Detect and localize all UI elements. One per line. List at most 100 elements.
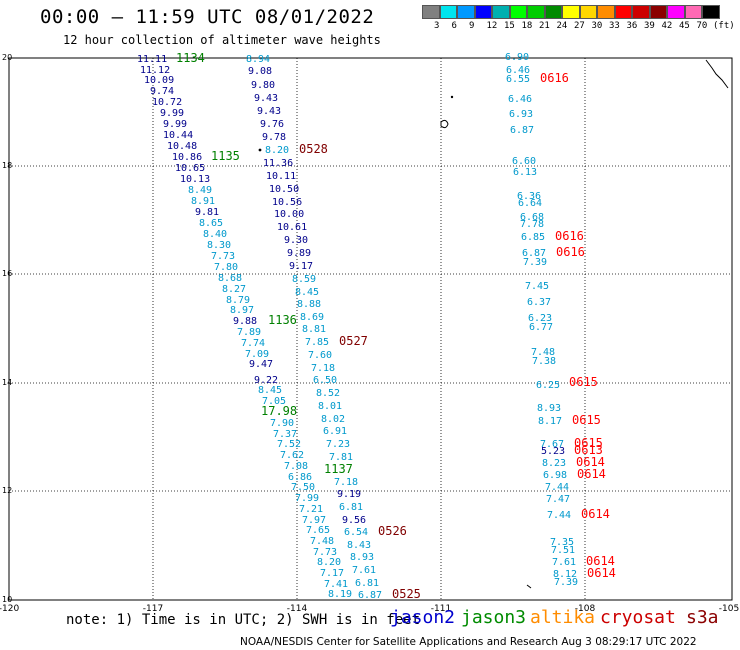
wave-height-label: 11.12 — [140, 65, 170, 76]
color-scale-label: 70 — [696, 21, 708, 31]
color-scale-label: 18 — [521, 21, 533, 31]
pass-time-label: 1134 — [176, 51, 205, 65]
wave-height-label: 9.78 — [262, 132, 286, 143]
map-title: 00:00 – 11:59 UTC 08/01/2022 — [40, 6, 375, 28]
color-scale-swatch — [579, 5, 597, 19]
color-scale-swatch — [562, 5, 580, 19]
wave-height-label: 8.20 — [317, 557, 341, 568]
color-scale-units: (ft) — [713, 21, 735, 31]
pass-time-label: 0616 — [555, 229, 584, 243]
wave-height-label: 7.48 — [531, 347, 555, 358]
map-frame — [8, 57, 733, 601]
wave-height-label: 10.56 — [272, 197, 302, 208]
wave-height-label: 6.77 — [529, 322, 553, 333]
latitude-tick-label: 18 — [2, 161, 12, 170]
wave-height-label: 8.40 — [203, 229, 227, 240]
color-scale-label: 3 — [434, 21, 440, 31]
wave-height-label: 7.09 — [245, 349, 269, 360]
color-scale-label: 27 — [574, 21, 585, 31]
wave-height-label: 6.46 — [506, 65, 530, 76]
wave-height-label: 8.23 — [542, 458, 566, 469]
color-scale-swatch — [509, 5, 527, 19]
color-scale-swatch — [492, 5, 510, 19]
wave-height-label: 9.43 — [257, 106, 281, 117]
wave-height-label: 7.51 — [551, 545, 575, 556]
color-scale-label: 33 — [609, 21, 620, 31]
wave-height-label: 6.23 — [528, 313, 552, 324]
pass-time-label: 0614 — [577, 467, 606, 481]
wave-height-label: 8.91 — [191, 196, 215, 207]
wave-height-label: 7.37 — [273, 429, 297, 440]
color-scale-label: 30 — [591, 21, 603, 31]
wave-height-label: 10.11 — [266, 171, 296, 182]
color-scale-label: 15 — [504, 21, 515, 31]
color-scale-swatch — [667, 5, 685, 19]
pass-time-label: 0616 — [540, 71, 569, 85]
wave-height-label: 6.36 — [517, 191, 541, 202]
longitude-tick-label: -117 — [143, 604, 163, 614]
wave-height-label: 9.22 — [254, 375, 278, 386]
wave-height-label: 7.97 — [302, 515, 326, 526]
legend-jason3: jason3 — [461, 607, 527, 628]
island-dot — [526, 584, 532, 589]
wave-height-label: 7.85 — [305, 337, 329, 348]
pass-time-label: 0615 — [574, 436, 603, 450]
wave-height-label: 7.23 — [326, 439, 350, 450]
wave-height-label: 10.65 — [175, 163, 205, 174]
color-scale-swatch — [474, 5, 492, 19]
pass-time-label: 0526 — [378, 524, 407, 538]
wave-height-label: 8.45 — [258, 385, 282, 396]
legend-altika: altika — [530, 607, 596, 628]
footer-note: note: 1) Time is in UTC; 2) SWH is in fe… — [66, 612, 421, 628]
wave-height-label: 7.89 — [237, 327, 261, 338]
wave-height-label: 7.67 — [540, 439, 564, 450]
wave-height-label: 7.60 — [308, 350, 332, 361]
wave-height-label: 9.88 — [233, 316, 257, 327]
color-scale-label: 45 — [679, 21, 690, 31]
wave-height-label: 10.00 — [274, 209, 304, 220]
legend-jason2: jason2 — [390, 607, 456, 628]
wave-height-label: 10.48 — [167, 141, 197, 152]
color-scale-label: 39 — [644, 21, 655, 31]
wave-height-label: 7.62 — [280, 450, 304, 461]
color-scale-swatch — [439, 5, 457, 19]
wave-height-label: 8.19 — [328, 589, 352, 600]
wave-height-label: 8.17 — [538, 416, 562, 427]
longitude-tick-label: -120 — [0, 604, 19, 614]
island-outline — [440, 119, 449, 129]
wave-height-label: 8.01 — [318, 401, 342, 412]
wave-height-label: 8.59 — [292, 274, 316, 285]
wave-height-label: 7.45 — [525, 281, 549, 292]
wave-height-label: 6.93 — [509, 109, 533, 120]
wave-height-label: 7.48 — [310, 536, 334, 547]
wave-height-label: 8.93 — [350, 552, 374, 563]
longitude-tick-label: -108 — [575, 604, 596, 614]
wave-height-label: 6.87 — [522, 248, 546, 259]
wave-height-label: 9.76 — [260, 119, 284, 130]
wave-height-label: 9.74 — [150, 86, 174, 97]
color-scale-swatch — [649, 5, 667, 19]
wave-height-label: 7.52 — [277, 439, 301, 450]
color-scale-swatch — [614, 5, 632, 19]
wave-height-label: 6.87 — [358, 590, 382, 601]
wave-height-label: 6.85 — [521, 232, 545, 243]
wave-height-label: 6.87 — [510, 125, 534, 136]
pass-time-label: 0613 — [574, 443, 603, 457]
wave-height-label: 10.50 — [269, 184, 299, 195]
pass-time-label: 0614 — [587, 566, 616, 580]
wave-height-label: 8.49 — [188, 185, 212, 196]
pass-time-label: 0527 — [339, 334, 368, 348]
pass-time-label: 1136 — [268, 313, 297, 327]
wave-height-label: 6.64 — [518, 198, 542, 209]
wave-height-label: 6.81 — [339, 502, 363, 513]
wave-height-label: 6.55 — [506, 74, 530, 85]
legend-s3a: s3a — [686, 607, 719, 628]
wave-height-label: 7.74 — [241, 338, 265, 349]
wave-height-label: 7.39 — [523, 257, 547, 268]
map-subtitle: 12 hour collection of altimeter wave hei… — [63, 33, 381, 47]
wave-height-label: 7.90 — [270, 418, 294, 429]
color-scale-label: 24 — [556, 21, 568, 31]
wave-height-label: 8.43 — [347, 540, 371, 551]
wave-height-label: 9.56 — [342, 515, 366, 526]
color-scale-label: 6 — [451, 21, 457, 31]
